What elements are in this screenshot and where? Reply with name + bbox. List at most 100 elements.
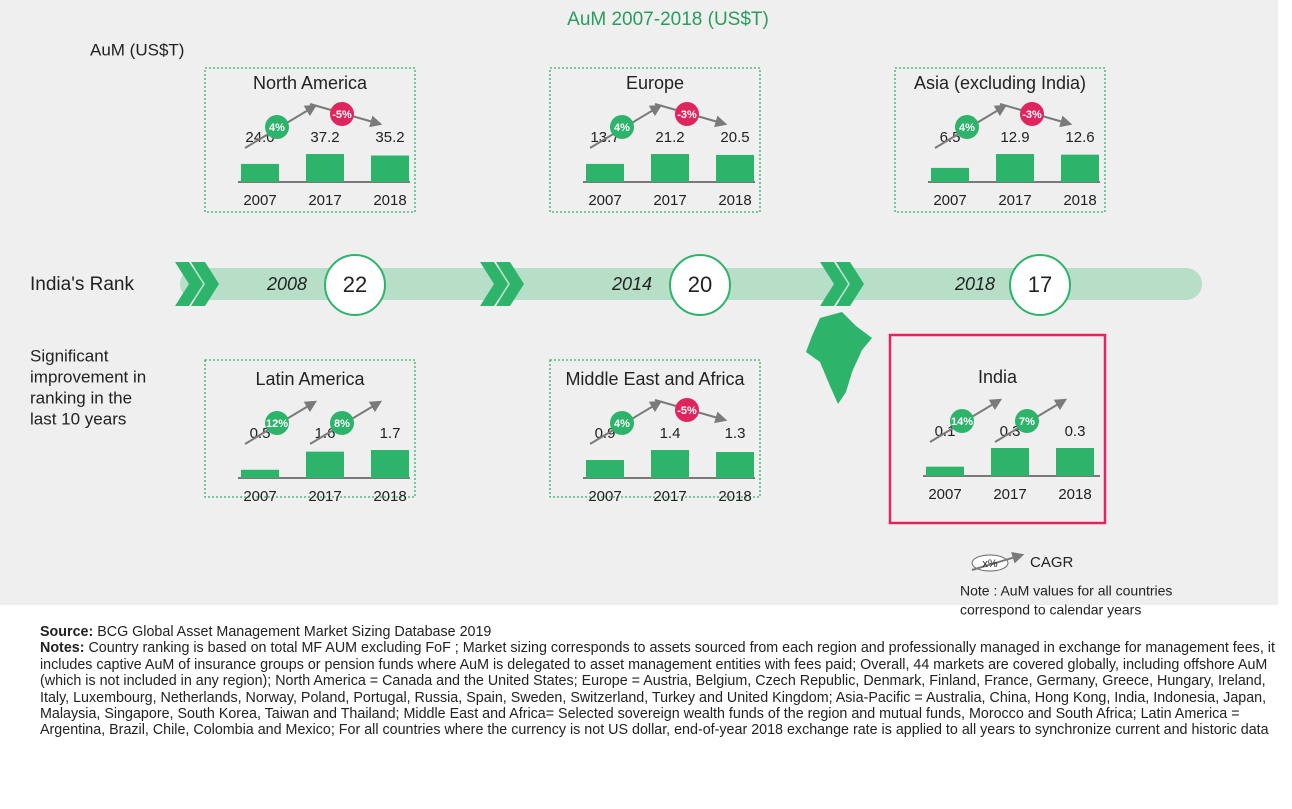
- chevron: [820, 262, 848, 306]
- rank-circle: [669, 254, 731, 316]
- chart-frame: [549, 359, 761, 498]
- notes-label: Notes:: [40, 640, 85, 657]
- note-line: Note : AuM values for all countries: [960, 583, 1172, 599]
- side-note-line: last 10 years: [30, 409, 126, 428]
- category-label: 2007: [243, 192, 276, 209]
- category-label: 2017: [998, 192, 1031, 209]
- source-text: BCG Global Asset Management Market Sizin…: [97, 624, 492, 640]
- cagr-badge: [265, 411, 289, 435]
- bar: [306, 154, 344, 182]
- bar: [651, 154, 689, 182]
- cagr-badge: [330, 411, 354, 435]
- bar: [991, 448, 1029, 476]
- cagr-label: 4%: [614, 418, 630, 430]
- chart-title: Latin America: [255, 369, 365, 389]
- rank-value: 22: [343, 272, 367, 297]
- category-label: 2017: [653, 488, 686, 505]
- chart-title: India: [978, 367, 1018, 387]
- category-label: 2018: [1058, 486, 1091, 503]
- category-label: 2018: [1063, 192, 1096, 209]
- category-label: 2018: [718, 488, 751, 505]
- bar: [1056, 448, 1094, 476]
- cagr-badge: [1020, 102, 1044, 126]
- category-label: 2017: [653, 192, 686, 209]
- cagr-label: -3%: [1022, 109, 1042, 121]
- bar: [716, 154, 754, 182]
- bar: [241, 469, 279, 478]
- cagr-label: 4%: [614, 122, 630, 134]
- category-label: 2017: [993, 486, 1026, 503]
- rank-circle: [324, 254, 386, 316]
- value-label: 0.3: [1065, 423, 1086, 440]
- side-note-line: Significant: [30, 346, 109, 365]
- cagr-label: 12%: [266, 418, 288, 430]
- bar: [716, 452, 754, 478]
- legend: x% CAGR: [971, 552, 1074, 572]
- bar: [926, 466, 964, 476]
- rank-year: 2018: [954, 274, 995, 294]
- chart-frame: [888, 333, 1107, 525]
- bar: [371, 450, 409, 478]
- value-label: 21.2: [655, 129, 684, 146]
- category-label: 2018: [373, 488, 406, 505]
- rank-label: India's Rank: [30, 274, 134, 295]
- region-chart: North America24.0200737.2201735.220184%-…: [204, 67, 416, 213]
- value-label: 1.4: [660, 425, 681, 442]
- category-label: 2007: [588, 488, 621, 505]
- cagr-badge: [330, 102, 354, 126]
- category-label: 2007: [933, 192, 966, 209]
- category-label: 2017: [308, 192, 341, 209]
- chevron: [480, 262, 508, 306]
- cagr-badge: [955, 115, 979, 139]
- bar: [651, 450, 689, 478]
- category-label: 2007: [588, 192, 621, 209]
- chevron: [175, 262, 203, 306]
- axis-label: AuM (US$T): [90, 40, 184, 59]
- bar: [306, 451, 344, 478]
- cagr-label: 4%: [269, 122, 285, 134]
- category-label: 2007: [928, 486, 961, 503]
- bar: [586, 163, 624, 182]
- bar: [996, 154, 1034, 182]
- chart-title: Middle East and Africa: [565, 369, 745, 389]
- chart-frame: [204, 359, 416, 498]
- value-label: 37.2: [310, 129, 339, 146]
- cagr-badge: [950, 409, 974, 433]
- rank-value: 17: [1028, 272, 1052, 297]
- main-title: AuM 2007-2018 (US$T): [567, 9, 769, 30]
- cagr-label: -5%: [677, 405, 697, 417]
- bar: [371, 155, 409, 182]
- rank-circle: [1009, 254, 1071, 316]
- source-label: Source:: [40, 624, 94, 640]
- cagr-label: 14%: [951, 416, 973, 428]
- notes-text: Country ranking is based on total MF AUM…: [40, 640, 1275, 739]
- chart-title: North America: [253, 73, 368, 93]
- cagr-label: 8%: [334, 418, 350, 430]
- source: Source: BCG Global Asset Management Mark…: [40, 624, 1282, 640]
- legend-symbol-text: x%: [982, 558, 998, 570]
- bar: [1061, 154, 1099, 182]
- category-label: 2018: [373, 192, 406, 209]
- chart-frame: [204, 67, 416, 213]
- cagr-badge: [610, 115, 634, 139]
- cagr-label: 7%: [1019, 416, 1035, 428]
- india-map: [806, 312, 872, 404]
- side-note-line: ranking in the: [30, 388, 132, 407]
- footnotes: Source: BCG Global Asset Management Mark…: [40, 624, 1282, 739]
- cagr-badge: [1015, 409, 1039, 433]
- chart-title: Asia (excluding India): [914, 73, 1086, 93]
- cagr-label: -3%: [677, 109, 697, 121]
- region-chart: Middle East and Africa0.920071.420171.32…: [549, 359, 761, 505]
- chart-title: Europe: [626, 73, 684, 93]
- chart-frame: [549, 67, 761, 213]
- legend-arrow: [971, 552, 1025, 571]
- rank-value: 20: [688, 272, 712, 297]
- value-label: 20.5: [720, 129, 749, 146]
- value-label: 35.2: [375, 129, 404, 146]
- bar: [931, 167, 969, 182]
- cagr-badge: [675, 102, 699, 126]
- cagr-badge: [675, 398, 699, 422]
- category-label: 2007: [243, 488, 276, 505]
- infographic: AuM 2007-2018 (US$T) AuM (US$T) India's …: [0, 0, 1278, 618]
